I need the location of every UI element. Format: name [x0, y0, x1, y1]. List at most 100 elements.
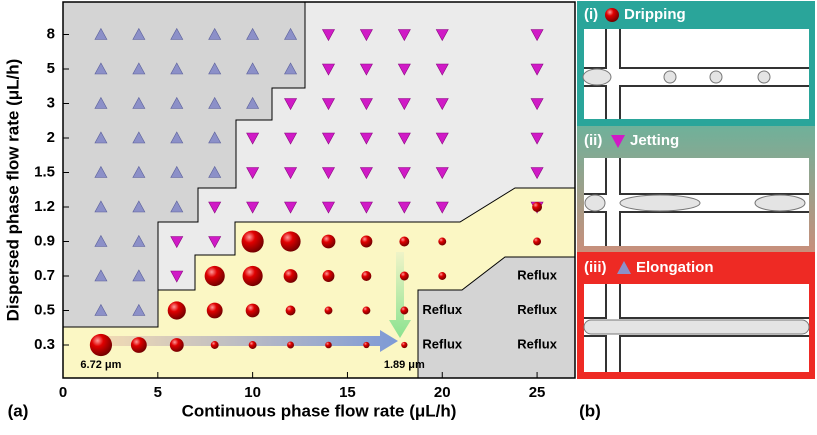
arrow [95, 330, 398, 352]
jetting-marker [284, 167, 298, 180]
jetting-marker [530, 63, 544, 76]
x-tick-label: 0 [59, 384, 67, 401]
dripping-marker [533, 237, 542, 246]
reflux-label: Reflux [517, 267, 558, 282]
dripping-marker [206, 302, 223, 319]
dripping-marker [242, 265, 263, 287]
x-tick-label: 10 [244, 384, 261, 401]
elongation-marker [132, 200, 146, 213]
dripping-marker [248, 341, 257, 349]
elongation-marker [208, 165, 222, 178]
jetting-marker [397, 63, 411, 76]
dripping-marker [399, 236, 410, 247]
dripping-marker [360, 235, 373, 248]
elongation-marker [94, 27, 108, 40]
reflux-label: Reflux [517, 302, 558, 317]
elongation-marker [170, 200, 184, 213]
jetting-marker [530, 98, 544, 111]
legend-icon [617, 261, 631, 274]
jetting-marker [435, 167, 449, 180]
jetting-marker [321, 167, 335, 180]
y-tick-label: 1.2 [34, 198, 55, 215]
jetting-marker [435, 201, 449, 214]
jetting-marker [359, 98, 373, 111]
elongation-marker [132, 27, 146, 40]
jetting-marker [284, 132, 298, 145]
jetting-marker [359, 29, 373, 42]
jetting-marker [246, 201, 260, 214]
elongation-marker [170, 165, 184, 178]
jetting-marker [284, 98, 298, 111]
jetting-marker [530, 167, 544, 180]
dripping-marker [438, 237, 447, 246]
legend-label: Jetting [630, 132, 679, 149]
elongation-marker [94, 269, 108, 282]
elongation-marker [170, 62, 184, 75]
jetting-marker [321, 98, 335, 111]
legend-icon [611, 135, 625, 148]
jetting-marker [208, 201, 222, 214]
reflux-label: Reflux [422, 336, 463, 351]
panel-label: (b) [579, 401, 601, 420]
jetting-marker [359, 63, 373, 76]
dripping-marker [361, 271, 372, 281]
channel [584, 29, 809, 372]
elongation-marker [132, 96, 146, 109]
elongation-marker [208, 96, 222, 109]
elongation-marker [246, 27, 260, 40]
elongation-marker [94, 96, 108, 109]
jetting-marker [397, 132, 411, 145]
elongation-marker [132, 131, 146, 144]
x-tick-label: 5 [154, 384, 162, 401]
elongation-marker [170, 27, 184, 40]
dripping-marker [204, 265, 225, 287]
y-tick-label: 0.5 [34, 301, 55, 318]
jetting-marker [359, 167, 373, 180]
elongation-marker [246, 96, 260, 109]
dripping-marker [324, 306, 333, 315]
dripping-marker [89, 333, 113, 357]
jetting-marker [359, 132, 373, 145]
jetting-marker [359, 201, 373, 214]
plot-frame [62, 1, 576, 379]
dripping-marker [363, 341, 370, 349]
jetting-marker [284, 201, 298, 214]
x-tick-label: 15 [339, 384, 356, 401]
elongation-marker [208, 27, 222, 40]
jetting-marker [321, 132, 335, 145]
jetting-marker [435, 63, 449, 76]
elongation-marker [94, 62, 108, 75]
jetting-marker [321, 201, 335, 214]
dripping-marker [401, 341, 408, 349]
x-tick-label: 20 [434, 384, 451, 401]
legend-label: Dripping [624, 6, 686, 23]
jetting-marker [321, 63, 335, 76]
elongation-marker [208, 62, 222, 75]
x-tick-label: 25 [529, 384, 546, 401]
jetting-marker [435, 29, 449, 42]
elongation-marker [132, 62, 146, 75]
droplet [582, 68, 810, 335]
y-tick-label: 0.9 [34, 232, 55, 249]
dripping-marker [438, 272, 447, 280]
dripping-marker [167, 301, 186, 320]
elongation-marker [132, 303, 146, 316]
dripping-marker [169, 338, 184, 352]
elongation-marker [94, 165, 108, 178]
elongation-marker [208, 131, 222, 144]
legend-label: Elongation [636, 259, 714, 276]
dripping-marker [400, 306, 409, 315]
image-label: (iii) [584, 259, 607, 276]
reflux-label: Reflux [422, 302, 463, 317]
elongation-marker [132, 269, 146, 282]
dripping-marker [210, 341, 219, 349]
jetting-marker [397, 167, 411, 180]
jetting-marker [397, 29, 411, 42]
y-tick-label: 3 [47, 94, 55, 111]
elongation-marker [170, 131, 184, 144]
jetting-marker [170, 270, 184, 283]
jetting-marker [435, 132, 449, 145]
dripping-marker [325, 341, 332, 349]
